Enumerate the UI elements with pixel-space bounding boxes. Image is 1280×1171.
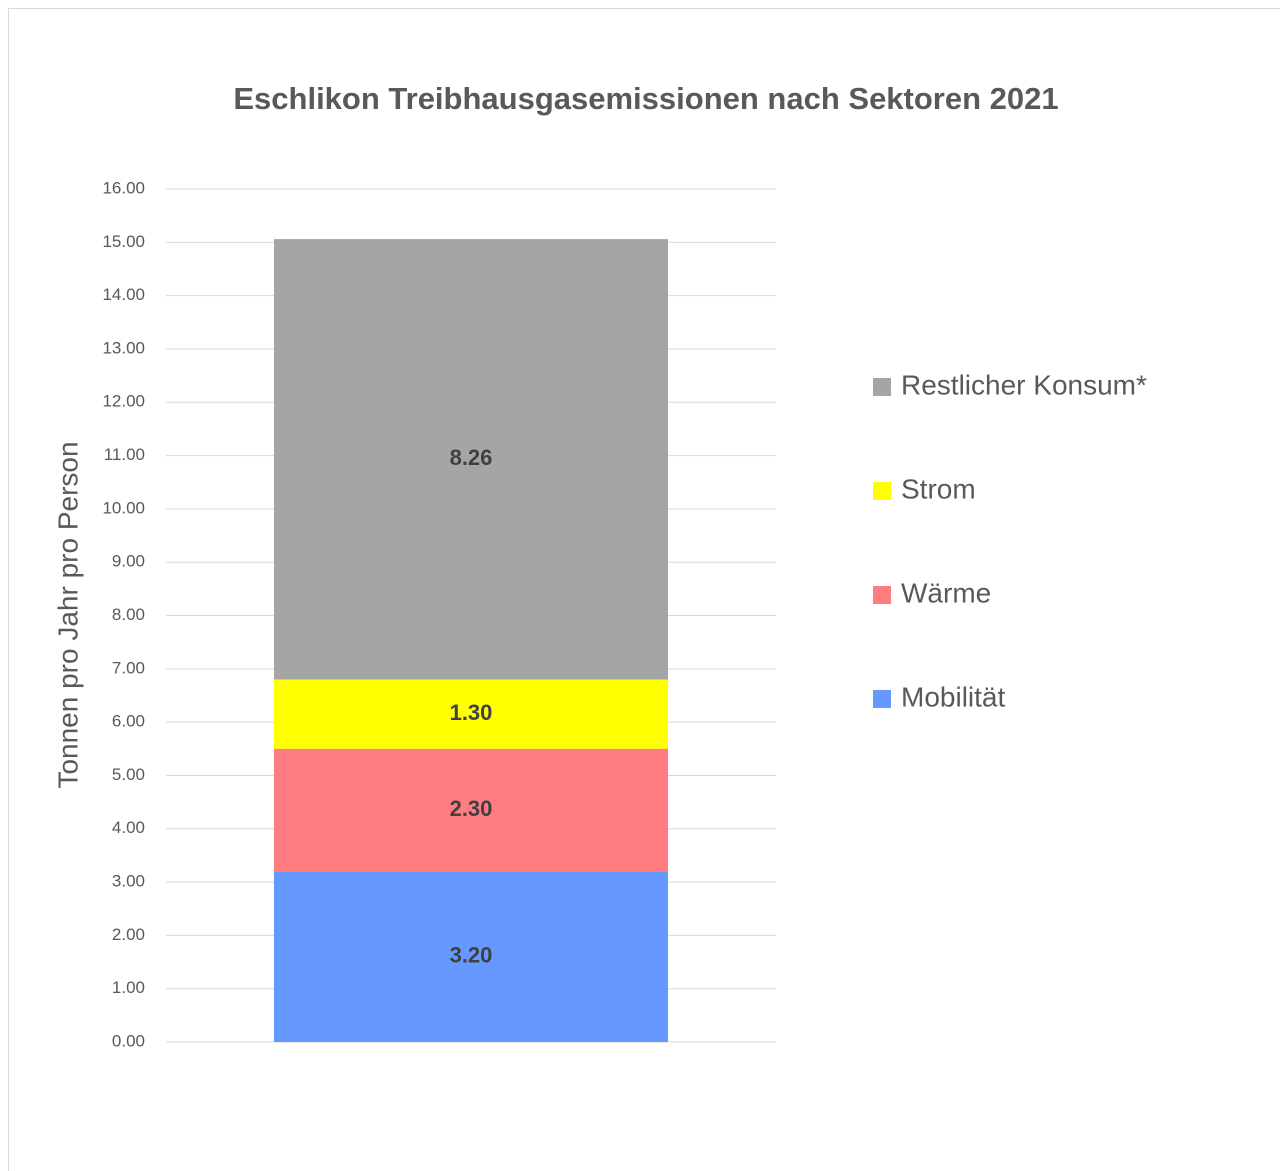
y-tick-label: 8.00 [112,605,145,624]
data-label: 1.30 [450,700,493,725]
chart-title: Eschlikon Treibhausgasemissionen nach Se… [233,81,1058,116]
y-tick-label: 6.00 [112,712,145,731]
y-tick-label: 1.00 [112,978,145,997]
legend-label: Mobilität [901,681,1005,712]
y-tick-label: 3.00 [112,872,145,891]
y-tick-label: 11.00 [104,445,145,464]
y-tick-label: 7.00 [112,658,145,677]
data-label: 3.20 [450,943,493,968]
legend-swatch [873,690,891,708]
data-label: 2.30 [450,796,493,821]
legend-label: Strom [901,473,976,504]
y-tick-label: 0.00 [112,1031,145,1050]
y-tick-label: 14.00 [102,285,145,304]
legend-swatch [873,482,891,500]
y-tick-label: 12.00 [102,392,145,411]
y-tick-label: 9.00 [112,552,145,571]
legend-label: Restlicher Konsum* [901,369,1147,400]
legend-label: Wärme [901,577,991,608]
y-tick-label: 16.00 [102,178,145,197]
bar-segment [273,679,669,749]
bar-segment [273,748,669,872]
bar-segment [273,239,669,680]
y-axis-label: Tonnen pro Jahr pro Person [52,441,83,788]
y-tick-label: 15.00 [102,232,145,251]
legend-swatch [873,586,891,604]
legend-swatch [873,378,891,396]
y-tick-label: 4.00 [112,818,145,837]
y-tick-label: 13.00 [102,338,145,357]
y-tick-label: 10.00 [102,498,145,517]
chart-border [8,8,1280,1171]
y-tick-label: 2.00 [112,925,145,944]
y-tick-label: 5.00 [112,765,145,784]
data-label: 8.26 [450,445,493,470]
bar-segment [273,871,669,1042]
